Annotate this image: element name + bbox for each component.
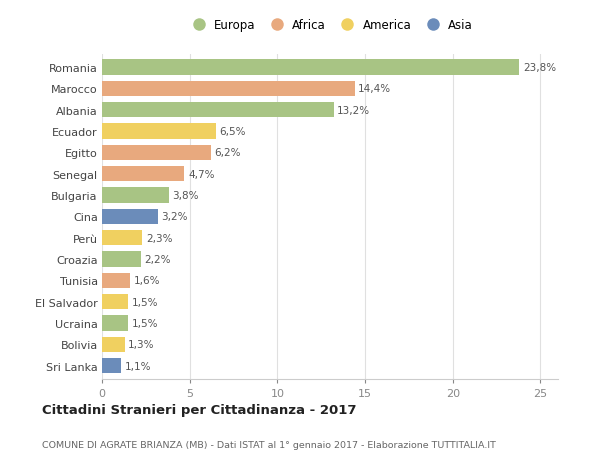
Bar	[102, 188, 169, 203]
Bar	[102, 294, 128, 310]
Text: 2,2%: 2,2%	[144, 254, 170, 264]
Text: 14,4%: 14,4%	[358, 84, 391, 94]
Text: 6,2%: 6,2%	[214, 148, 241, 158]
Bar	[102, 273, 130, 288]
Text: 23,8%: 23,8%	[523, 63, 556, 73]
Bar	[102, 230, 142, 246]
Bar	[102, 167, 184, 182]
Bar	[102, 337, 125, 352]
Bar	[102, 124, 216, 140]
Text: 3,2%: 3,2%	[161, 212, 188, 222]
Text: 3,8%: 3,8%	[172, 190, 199, 201]
Text: 1,6%: 1,6%	[134, 276, 160, 286]
Bar	[102, 252, 140, 267]
Text: 6,5%: 6,5%	[220, 127, 246, 137]
Bar	[102, 103, 334, 118]
Text: 1,1%: 1,1%	[125, 361, 151, 371]
Bar	[102, 146, 211, 161]
Bar	[102, 82, 355, 97]
Text: 1,3%: 1,3%	[128, 340, 155, 350]
Text: 2,3%: 2,3%	[146, 233, 172, 243]
Bar	[102, 209, 158, 224]
Text: 13,2%: 13,2%	[337, 106, 370, 115]
Legend: Europa, Africa, America, Asia: Europa, Africa, America, Asia	[184, 16, 476, 36]
Text: COMUNE DI AGRATE BRIANZA (MB) - Dati ISTAT al 1° gennaio 2017 - Elaborazione TUT: COMUNE DI AGRATE BRIANZA (MB) - Dati IST…	[42, 441, 496, 449]
Bar	[102, 60, 520, 76]
Text: Cittadini Stranieri per Cittadinanza - 2017: Cittadini Stranieri per Cittadinanza - 2…	[42, 403, 356, 416]
Text: 4,7%: 4,7%	[188, 169, 214, 179]
Text: 1,5%: 1,5%	[132, 319, 158, 328]
Bar	[102, 358, 121, 374]
Text: 1,5%: 1,5%	[132, 297, 158, 307]
Bar	[102, 316, 128, 331]
